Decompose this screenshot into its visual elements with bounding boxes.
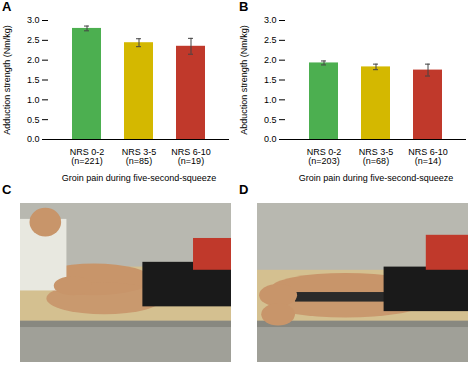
svg-text:NRS 0-2(n=221): NRS 0-2(n=221) bbox=[70, 147, 105, 166]
svg-text:Groin pain during five-second-: Groin pain during five-second-squeeze bbox=[299, 173, 454, 183]
svg-text:0.0: 0.0 bbox=[264, 134, 277, 144]
svg-text:0.5: 0.5 bbox=[264, 115, 277, 125]
svg-text:2.0: 2.0 bbox=[27, 55, 40, 65]
html-text:C: C bbox=[2, 182, 12, 197]
svg-text:NRS 3-5(n=68): NRS 3-5(n=68) bbox=[359, 147, 394, 166]
svg-text:3.0: 3.0 bbox=[27, 15, 40, 25]
svg-text:NRS 0-2(n=203): NRS 0-2(n=203) bbox=[307, 147, 342, 166]
html-text:A: A bbox=[2, 0, 12, 14]
html-text:B: B bbox=[239, 0, 249, 14]
svg-text:2.5: 2.5 bbox=[27, 35, 40, 45]
svg-text:2.0: 2.0 bbox=[264, 55, 277, 65]
svg-text:1.5: 1.5 bbox=[27, 75, 40, 85]
svg-text:2.5: 2.5 bbox=[264, 35, 277, 45]
svg-text:Adduction strength (Nm/kg): Adduction strength (Nm/kg) bbox=[2, 25, 12, 135]
svg-text:NRS 6-10(n=14): NRS 6-10(n=14) bbox=[408, 147, 448, 166]
svg-text:1.0: 1.0 bbox=[27, 95, 40, 105]
svg-text:Groin pain during five-second-: Groin pain during five-second-squeeze bbox=[62, 173, 217, 183]
svg-text:Abduction strength (Nm/kg): Abduction strength (Nm/kg) bbox=[239, 25, 249, 135]
svg-text:0.0: 0.0 bbox=[27, 134, 40, 144]
svg-text:NRS 3-5(n=85): NRS 3-5(n=85) bbox=[122, 147, 157, 166]
svg-text:1.0: 1.0 bbox=[264, 95, 277, 105]
svg-text:1.5: 1.5 bbox=[264, 75, 277, 85]
svg-text:3.0: 3.0 bbox=[264, 15, 277, 25]
svg-text:0.5: 0.5 bbox=[27, 115, 40, 125]
svg-text:NRS 6-10(n=19): NRS 6-10(n=19) bbox=[171, 147, 211, 166]
html-text:D: D bbox=[239, 182, 249, 197]
